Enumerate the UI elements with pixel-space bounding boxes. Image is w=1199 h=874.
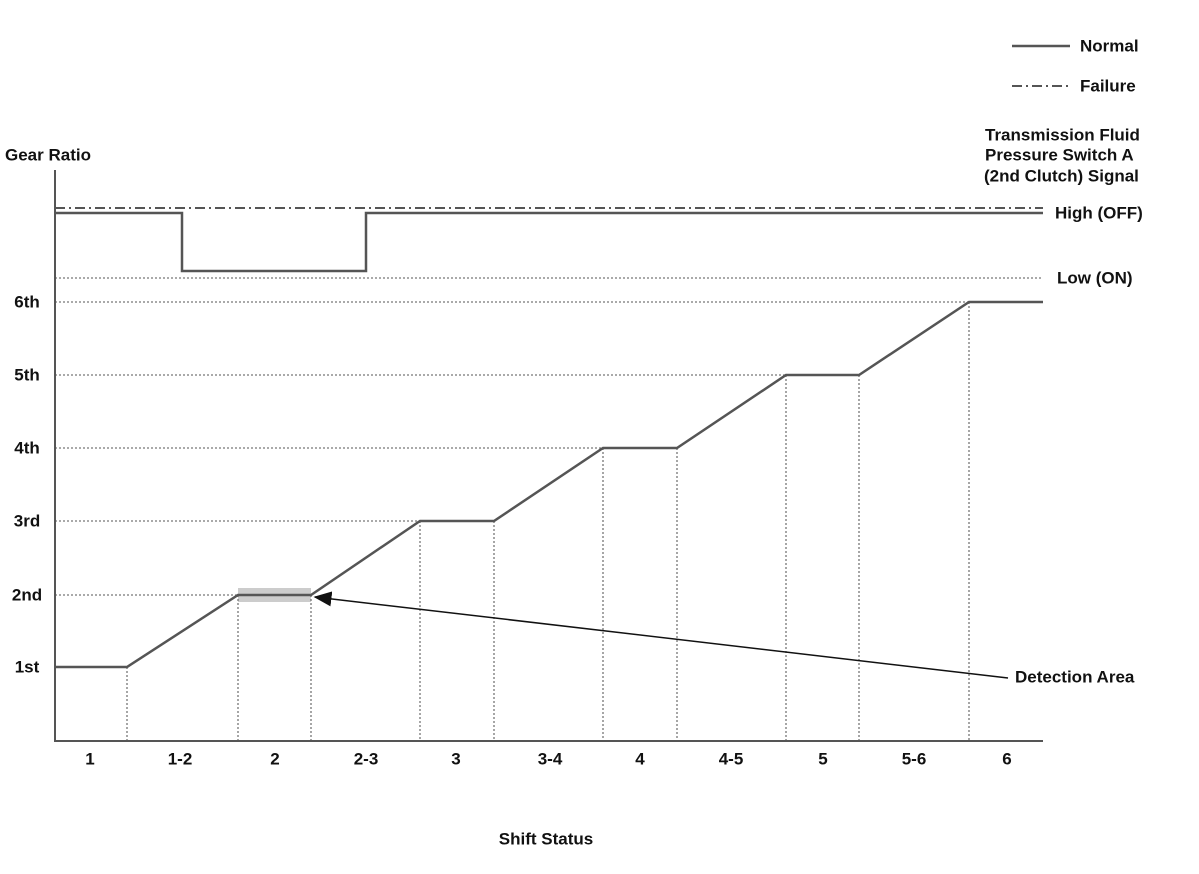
shift-label: 4 <box>635 749 645 768</box>
normal-signal <box>55 211 1043 273</box>
signal-title: Pressure Switch A <box>985 145 1134 164</box>
shift-label: 5-6 <box>902 749 927 768</box>
gear-label: 4th <box>14 438 40 457</box>
signal-title: (2nd Clutch) Signal <box>984 166 1139 185</box>
legend-failure: Failure <box>1080 76 1136 95</box>
y-axis-label: Gear Ratio <box>5 145 91 164</box>
shift-label: 5 <box>818 749 827 768</box>
legend-normal: Normal <box>1080 36 1139 55</box>
annotation-arrow <box>313 591 1009 679</box>
shift-label: 3 <box>451 749 460 768</box>
shift-label: 6 <box>1002 749 1011 768</box>
signal-low-label: Low (ON) <box>1057 268 1133 287</box>
x-axis-label: Shift Status <box>499 829 593 848</box>
gear-label: 6th <box>14 292 40 311</box>
gear-label: 3rd <box>14 511 40 530</box>
grid <box>55 301 1043 741</box>
gear-label: 5th <box>14 365 40 384</box>
signal-title: Transmission Fluid <box>985 125 1140 144</box>
annotation: Detection Area <box>1015 667 1135 686</box>
gear-label: 1st <box>15 657 40 676</box>
shift-label: 2-3 <box>354 749 379 768</box>
shift-label: 4-5 <box>719 749 744 768</box>
shift-label: 2 <box>270 749 279 768</box>
axes <box>54 170 1043 742</box>
shift-label: 3-4 <box>538 749 563 768</box>
gear-label: 2nd <box>12 585 42 604</box>
signal-high-label: High (OFF) <box>1055 203 1143 222</box>
shift-label: 1-2 <box>168 749 193 768</box>
gear-ratio-line <box>55 300 1043 669</box>
shift-label: 1 <box>85 749 94 768</box>
